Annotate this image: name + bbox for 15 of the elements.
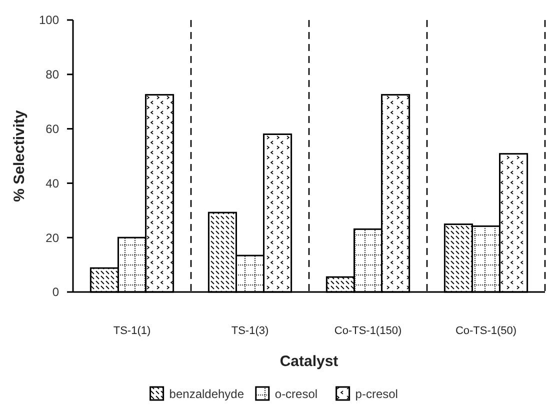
y-tick-label: 20 (46, 230, 60, 245)
y-tick-label: 80 (46, 68, 60, 82)
x-tick-label: Co-TS-1(150) (334, 325, 402, 337)
legend-label: benzaldehyde (169, 387, 244, 401)
x-tick-label: Co-TS-1(50) (455, 325, 517, 337)
y-tick-label: 40 (46, 176, 60, 190)
x-axis-title: Catalyst (280, 353, 338, 370)
legend-label: p-cresol (355, 387, 398, 401)
legend-label: o-cresol (274, 387, 318, 401)
x-tick-label: TS-1(1) (113, 325, 151, 337)
y-axis-title: % Selectivity (11, 109, 28, 202)
y-tick-label: 100 (38, 13, 60, 28)
x-tick-label: TS-1(3) (231, 325, 269, 337)
y-tick-label: 0 (52, 285, 60, 300)
y-tick-label: 60 (46, 122, 60, 136)
